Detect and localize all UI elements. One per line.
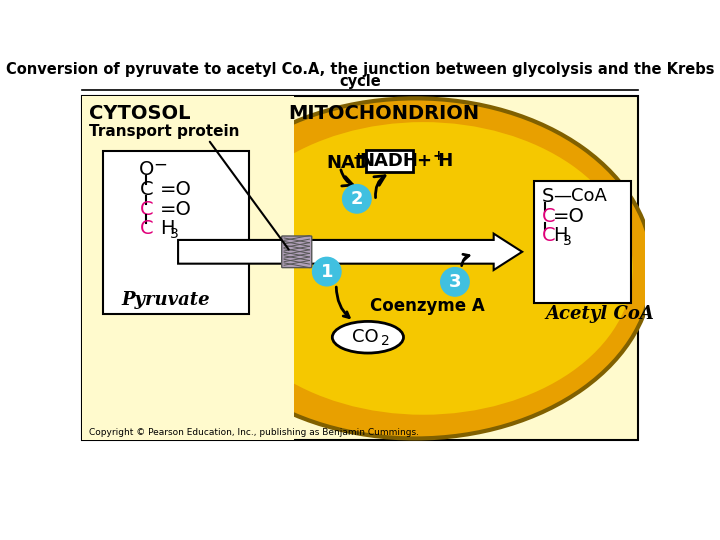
Text: 3: 3 [449, 273, 462, 291]
FancyBboxPatch shape [366, 150, 413, 172]
Text: —CoA: —CoA [553, 187, 607, 205]
Text: Coenzyme A: Coenzyme A [370, 296, 485, 315]
Bar [81, 96, 294, 440]
Text: H: H [553, 226, 567, 246]
Text: 1: 1 [320, 262, 333, 281]
Text: + H: + H [417, 152, 453, 170]
FancyArrow shape [178, 234, 522, 270]
Text: S: S [542, 187, 554, 206]
Text: 2: 2 [351, 190, 363, 208]
Text: CYTOSOL: CYTOSOL [89, 104, 191, 123]
FancyArrowPatch shape [341, 170, 353, 186]
Circle shape [441, 268, 469, 296]
Text: C: C [542, 226, 556, 246]
Text: cycle: cycle [339, 74, 381, 89]
Text: C: C [542, 207, 556, 226]
Text: +: + [433, 149, 444, 163]
Text: CO: CO [352, 328, 379, 346]
Text: C: C [140, 200, 153, 219]
Text: −: − [154, 156, 168, 174]
Text: C: C [140, 180, 153, 199]
Bar [534, 180, 631, 303]
Text: Conversion of pyruvate to acetyl Co.A, the junction between glycolysis and the K: Conversion of pyruvate to acetyl Co.A, t… [6, 63, 714, 77]
Text: MITOCHONDRION: MITOCHONDRION [288, 104, 480, 123]
Text: Pyruvate: Pyruvate [122, 291, 210, 309]
Bar [103, 151, 249, 314]
Text: H: H [160, 219, 174, 238]
Text: Copyright © Pearson Education, Inc., publishing as Benjamin Cummings.: Copyright © Pearson Education, Inc., pub… [89, 428, 420, 437]
Text: 3: 3 [563, 234, 572, 248]
Text: NAD: NAD [327, 154, 371, 172]
Text: 2: 2 [382, 334, 390, 348]
Text: =O: =O [553, 207, 585, 226]
Bar [81, 96, 639, 440]
Text: NADH: NADH [360, 152, 419, 170]
Circle shape [343, 185, 371, 213]
Ellipse shape [178, 98, 652, 438]
Text: =O: =O [160, 200, 192, 219]
Ellipse shape [214, 122, 633, 415]
Text: Acetyl CoA: Acetyl CoA [546, 305, 654, 322]
Text: C: C [140, 219, 153, 238]
Text: =O: =O [160, 180, 192, 199]
Text: +: + [352, 152, 364, 165]
Text: 3: 3 [170, 227, 179, 241]
FancyBboxPatch shape [282, 236, 312, 268]
Text: O: O [139, 160, 154, 179]
Text: Transport protein: Transport protein [89, 124, 240, 139]
Circle shape [312, 258, 341, 286]
Ellipse shape [333, 321, 403, 353]
FancyArrowPatch shape [374, 176, 385, 198]
